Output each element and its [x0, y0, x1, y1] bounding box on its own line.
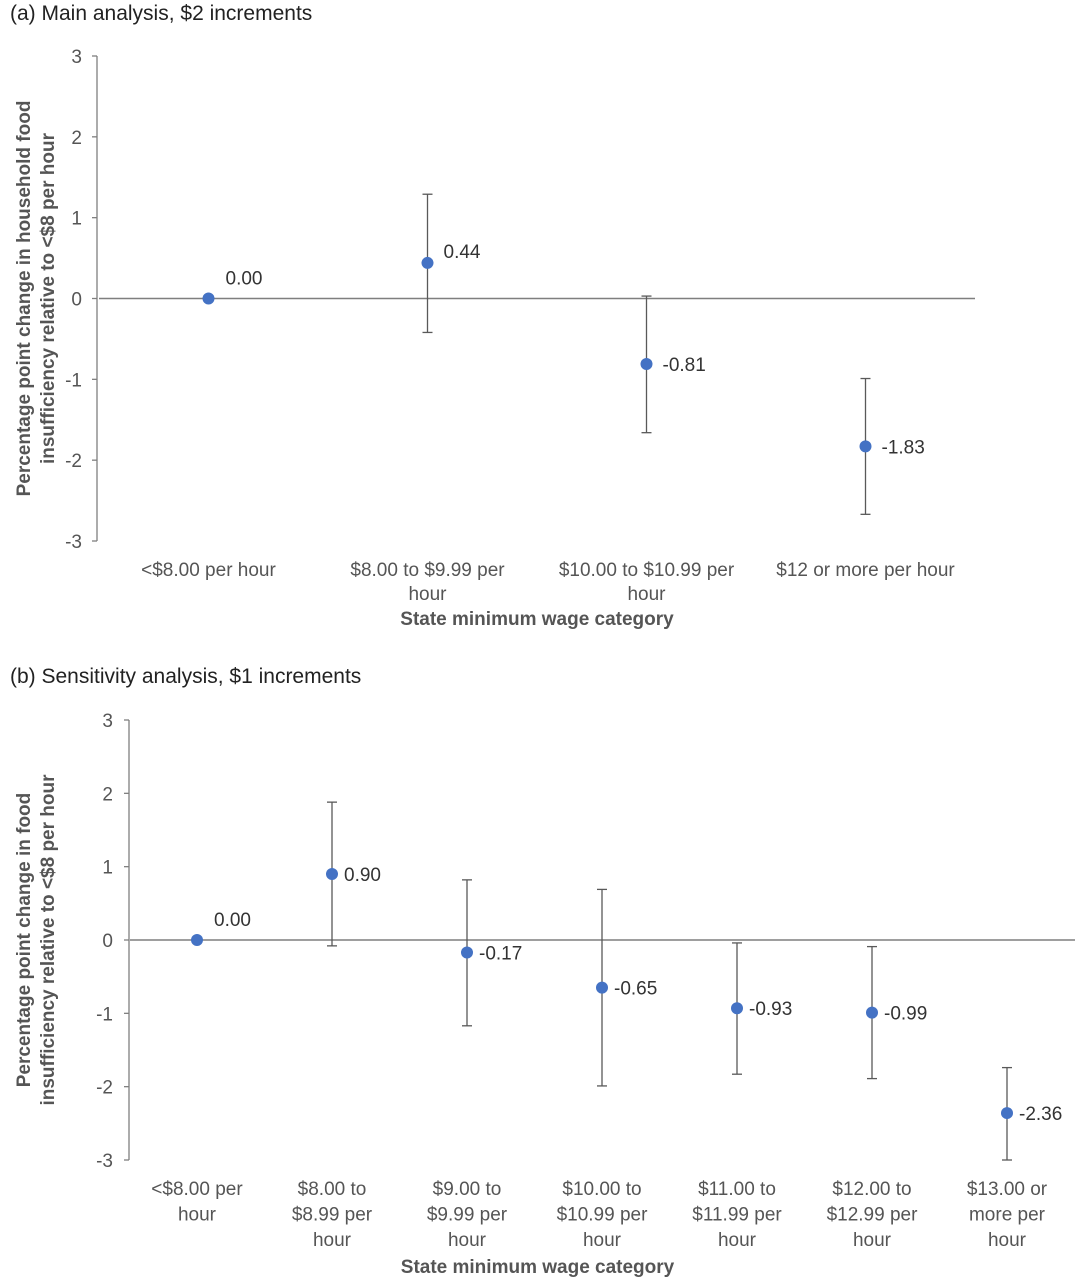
data-point: [640, 357, 653, 370]
y-tick-label: 1: [102, 858, 113, 879]
y-tick-label: -2: [65, 451, 82, 472]
data-value-label: 0.90: [344, 865, 381, 886]
y-axis-label-line: Percentage point change in household foo…: [14, 101, 35, 497]
data-point: [596, 981, 608, 994]
y-tick-label: -1: [96, 1004, 113, 1025]
data-value-label: -0.81: [663, 355, 706, 376]
y-tick-label: 2: [71, 128, 82, 149]
x-category-label: more per: [969, 1205, 1046, 1226]
data-point: [461, 946, 473, 959]
y-axis-label-line: Percentage point change in food: [14, 793, 35, 1088]
x-category-label: hour: [408, 584, 447, 605]
data-value-label: -1.83: [882, 437, 925, 458]
data-point: [731, 1002, 743, 1015]
chart-panel-a: (a) Main analysis, $2 increments 3 2 1 0 -1 -2…: [10, 2, 975, 630]
x-category-label: $9.99 per: [427, 1205, 508, 1226]
x-category-label: $12.00 to: [832, 1179, 911, 1200]
x-category-label: $8.99 per: [292, 1205, 373, 1226]
data-point: [326, 868, 338, 880]
x-category-label: hour: [448, 1230, 487, 1251]
data-value-label: 0.44: [444, 242, 481, 263]
y-tick-label: 3: [71, 47, 82, 68]
x-category-label: hour: [583, 1230, 622, 1251]
x-axis-label: State minimum wage category: [400, 609, 674, 630]
data-value-label: -0.17: [479, 943, 522, 964]
x-category-label: $10.99 per: [557, 1205, 649, 1226]
x-category-label: $9.00 to: [433, 1179, 502, 1200]
x-category-label: hour: [853, 1230, 892, 1251]
x-category-label: $8.00 to $9.99 per: [350, 560, 505, 581]
x-category-label: hour: [627, 584, 666, 605]
x-category-label: $13.00 or: [967, 1179, 1048, 1200]
data-value-label: 0.00: [226, 269, 263, 290]
x-category-label: $11.00 to: [698, 1179, 776, 1200]
y-tick-label: 0: [71, 290, 82, 311]
x-category-label: $8.00 to: [298, 1179, 367, 1200]
data-point: [1001, 1107, 1013, 1120]
data-point: [866, 1006, 878, 1019]
x-category-label: <$8.00 per: [151, 1179, 243, 1200]
y-tick-label: -3: [65, 532, 82, 553]
y-tick-label: -1: [65, 370, 82, 391]
data-point: [859, 440, 872, 453]
x-category-label: $10.00 to $10.99 per: [559, 560, 735, 581]
x-category-label: <$8.00 per hour: [141, 560, 276, 581]
x-category-label: hour: [718, 1230, 757, 1251]
y-tick-label: -3: [96, 1151, 113, 1172]
y-tick-label: 2: [102, 784, 113, 805]
x-category-label: hour: [988, 1230, 1027, 1251]
data-value-label: 0.00: [214, 910, 251, 931]
y-tick-label: 1: [71, 209, 82, 230]
data-value-label: -2.36: [1019, 1104, 1062, 1125]
x-category-label: $12 or more per hour: [776, 560, 955, 581]
x-category-label: $10.00 to: [562, 1179, 641, 1200]
data-value-label: -0.99: [884, 1004, 927, 1025]
y-tick-label: 3: [102, 711, 113, 732]
y-axis-label: Percentage point change in food insuffici…: [14, 774, 59, 1106]
data-point: [202, 292, 215, 305]
y-axis-label: Percentage point change in household foo…: [14, 101, 59, 497]
data-value-label: -0.65: [614, 979, 657, 1000]
y-axis-label-line: insufficiency relative to <$8 per hour: [38, 132, 59, 464]
chart-title: (a) Main analysis, $2 increments: [10, 2, 312, 25]
x-category-label: $12.99 per: [827, 1205, 919, 1226]
x-axis-label: State minimum wage category: [401, 1257, 675, 1278]
x-category-label: hour: [178, 1205, 217, 1226]
chart-panel-b: (b) Sensitivity analysis, $1 increments 3…: [10, 665, 1075, 1278]
x-category-label: hour: [313, 1230, 352, 1251]
data-value-label: -0.93: [749, 999, 792, 1020]
x-category-label: $11.99 per: [692, 1205, 782, 1226]
y-axis-label-line: insufficiency relative to <$8 per hour: [38, 774, 59, 1106]
data-point: [191, 934, 203, 946]
data-point: [421, 256, 434, 269]
y-tick-label: 0: [102, 931, 113, 952]
y-tick-label: -2: [96, 1078, 113, 1099]
chart-title: (b) Sensitivity analysis, $1 increments: [10, 665, 361, 688]
